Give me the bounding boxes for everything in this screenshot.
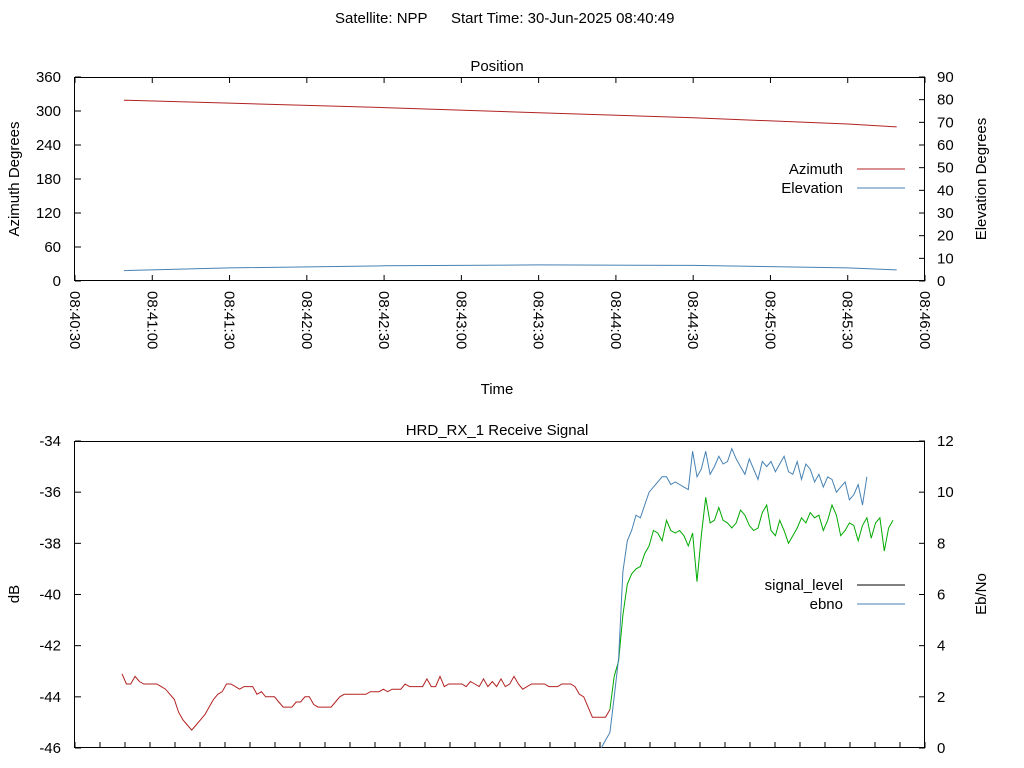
header: Satellite: NPP Start Time: 30-Jun-2025 0… [335, 10, 674, 27]
position-y-tick-label: 120 [36, 205, 61, 222]
position-x-tick-label: 08:45:30 [839, 291, 856, 349]
series-line-elevation [123, 264, 897, 272]
position-y2-tick-label: 60 [937, 137, 954, 154]
position-y2-tick-label: 20 [937, 228, 954, 245]
start-time-label: Start Time: 30-Jun-2025 08:40:49 [451, 10, 674, 27]
signal-ylabel: dB [6, 585, 23, 603]
position-x-tick-label: 08:42:00 [298, 291, 315, 349]
position-y2-tick-label: 70 [937, 114, 954, 131]
legend-azimuth-label: Azimuth [789, 161, 843, 178]
position-plot-frame [74, 77, 925, 281]
signal-y-tick-label: -40 [39, 587, 61, 604]
signal-y2label: Eb/No [973, 573, 990, 615]
position-y2-tick-label: 0 [937, 273, 945, 290]
ebno-line [600, 447, 868, 749]
series-line-azimuth [123, 99, 897, 128]
signal-y-tick-label: -46 [39, 740, 61, 757]
signal-chart-title: HRD_RX_1 Receive Signal [406, 422, 589, 439]
signal-chart: HRD_RX_1 Receive Signal -46-44-42-40-38-… [6, 422, 990, 757]
position-y-tick-label: 0 [53, 273, 61, 290]
position-y2-tick-label: 30 [937, 205, 954, 222]
position-y2-tick-label: 90 [937, 69, 954, 86]
position-x-tick-label: 08:44:30 [684, 291, 701, 349]
position-ylabel: Azimuth Degrees [6, 121, 23, 236]
position-y-tick-label: 180 [36, 171, 61, 188]
position-y2-tick-label: 40 [937, 182, 954, 199]
signal-y-tick-label: -42 [39, 638, 61, 655]
legend-elevation-label: Elevation [781, 180, 843, 197]
signal-y-tick-label: -38 [39, 535, 61, 552]
position-y-tick-label: 240 [36, 137, 61, 154]
position-x-tick-label: 08:43:00 [452, 291, 469, 349]
satellite-label: Satellite: NPP [335, 10, 428, 27]
signal-y2-tick-label: 12 [937, 433, 954, 450]
position-y2label: Elevation Degrees [973, 118, 990, 241]
legend-signal-level-label: signal_level [765, 577, 843, 594]
position-y-tick-label: 60 [44, 239, 61, 256]
signal-y2-tick-label: 2 [937, 689, 945, 706]
signal-y2-tick-label: 4 [937, 638, 945, 655]
position-x-tick-label: 08:46:00 [916, 291, 933, 349]
signal-plot-frame [74, 441, 925, 748]
position-legend: Azimuth Elevation [781, 161, 905, 197]
position-xlabel: Time [481, 381, 514, 398]
position-series [123, 99, 897, 272]
position-chart-title: Position [470, 58, 523, 75]
position-x-tick-label: 08:41:30 [221, 291, 238, 349]
signal-y2-tick-label: 10 [937, 484, 954, 501]
position-x-tick-label: 08:40:30 [66, 291, 83, 349]
position-x-tick-label: 08:43:30 [530, 291, 547, 349]
position-x-tick-label: 08:45:00 [761, 291, 778, 349]
signal-y2-tick-label: 6 [937, 587, 945, 604]
position-y2-tick-label: 10 [937, 250, 954, 267]
legend-ebno-label: ebno [810, 596, 843, 613]
signal-y-tick-label: -36 [39, 484, 61, 501]
signal-y-tick-label: -34 [39, 433, 61, 450]
signal-ticks: -46 -44 -42 -40 -38 -36 -34 0 2 4 6 8 10 12 [39, 433, 953, 757]
signal-y2-tick-label: 0 [937, 740, 945, 757]
signal-y2-tick-label: 8 [937, 535, 945, 552]
position-y-tick-label: 360 [36, 69, 61, 86]
position-x-tick-label: 08:41:00 [143, 291, 160, 349]
position-chart: Position 08:40:30 08:41:00 08:41:30 08:42:0… [6, 58, 990, 398]
signal-level-line-low [121, 673, 611, 731]
signal-series [121, 447, 894, 749]
position-ticks: 08:40:30 08:41:00 08:41:30 08:42:00 08:42:30… [36, 69, 954, 349]
position-x-tick-label: 08:42:30 [375, 291, 392, 349]
signal-level-line-locked [609, 497, 894, 710]
position-y2-tick-label: 80 [937, 92, 954, 109]
position-y2-tick-label: 50 [937, 160, 954, 177]
signal-y-tick-label: -44 [39, 689, 61, 706]
signal-legend: signal_level ebno [765, 577, 905, 613]
position-y-tick-label: 300 [36, 103, 61, 120]
position-x-tick-label: 08:44:00 [607, 291, 624, 349]
